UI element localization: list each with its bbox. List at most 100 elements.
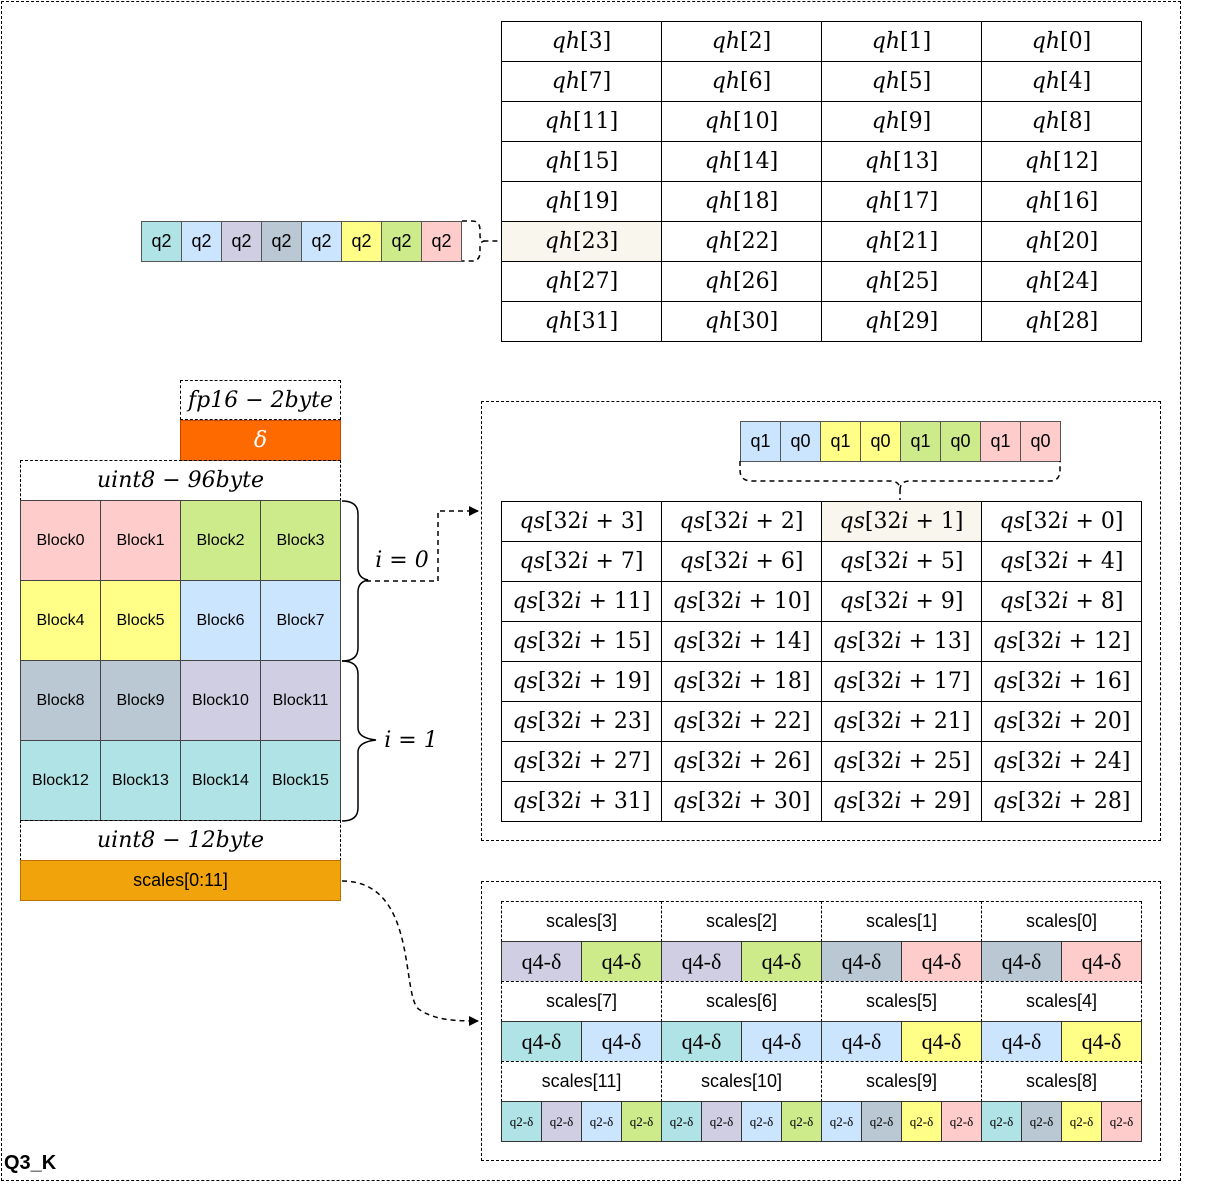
qh-cell: qh[19] bbox=[501, 181, 662, 222]
block-cell: Block9 bbox=[100, 660, 181, 741]
scale-value-cell: q2-δ bbox=[501, 1101, 542, 1142]
qh-cell: qh[22] bbox=[661, 221, 822, 262]
qh-cell: qh[5] bbox=[821, 61, 982, 102]
delta-cell: δ bbox=[180, 420, 341, 461]
qh-cell: qh[30] bbox=[661, 301, 822, 342]
outer-frame bbox=[1, 1, 1181, 1181]
delta-label: δ bbox=[253, 428, 268, 453]
block-cell: Block5 bbox=[100, 580, 181, 661]
scale-value-cell: q2-δ bbox=[1061, 1101, 1102, 1142]
q2-cell: q2 bbox=[221, 221, 262, 262]
qs-cell: qs[32i + 24] bbox=[981, 741, 1142, 782]
block-cell: Block11 bbox=[260, 660, 341, 741]
q-cell: q1 bbox=[820, 421, 861, 462]
scale-value-cell: q2-δ bbox=[901, 1101, 942, 1142]
scales-header: scales[1] bbox=[821, 901, 982, 942]
qs-cell: qs[32i + 20] bbox=[981, 701, 1142, 742]
q2-cell: q2 bbox=[141, 221, 182, 262]
qh-cell: qh[29] bbox=[821, 301, 982, 342]
scales-section-frame bbox=[481, 881, 1161, 1161]
scale-value-cell: q2-δ bbox=[781, 1101, 822, 1142]
qh-cell: qh[0] bbox=[981, 21, 1142, 62]
block-cell: Block7 bbox=[260, 580, 341, 661]
q-cell: q1 bbox=[980, 421, 1021, 462]
qh-cell: qh[14] bbox=[661, 141, 822, 182]
qs-cell: qs[32i + 0] bbox=[981, 501, 1142, 542]
scales-header: scales[8] bbox=[981, 1061, 1142, 1102]
scale-value-cell: q4-δ bbox=[501, 941, 582, 982]
scale-value-cell: q4-δ bbox=[581, 941, 662, 982]
brace-i1 bbox=[341, 660, 377, 822]
scale-value-cell: q4-δ bbox=[581, 1021, 662, 1062]
scale-value-cell: q2-δ bbox=[1021, 1101, 1062, 1142]
qs-cell: qs[32i + 13] bbox=[821, 621, 982, 662]
scale-value-cell: q2-δ bbox=[1101, 1101, 1142, 1142]
scales-header: scales[0] bbox=[981, 901, 1142, 942]
q-cell: q0 bbox=[1020, 421, 1061, 462]
scale-value-cell: q4-δ bbox=[821, 941, 902, 982]
qs-cell: qs[32i + 22] bbox=[661, 701, 822, 742]
qs-cell: qs[32i + 27] bbox=[501, 741, 662, 782]
qs-cell: qs[32i + 8] bbox=[981, 581, 1142, 622]
qs-cell: qs[32i + 6] bbox=[661, 541, 822, 582]
scale-value-cell: q2-δ bbox=[701, 1101, 742, 1142]
qh-cell: qh[25] bbox=[821, 261, 982, 302]
scales-header: scales[11] bbox=[501, 1061, 662, 1102]
q-cell: q1 bbox=[740, 421, 781, 462]
qh-cell: qh[11] bbox=[501, 101, 662, 142]
qh-cell: qh[17] bbox=[821, 181, 982, 222]
scale-value-cell: q2-δ bbox=[741, 1101, 782, 1142]
qh-cell: qh[1] bbox=[821, 21, 982, 62]
block-cell: Block10 bbox=[180, 660, 261, 741]
block-cell: Block12 bbox=[20, 740, 101, 821]
scale-value-cell: q4-δ bbox=[741, 1021, 822, 1062]
qs-cell: qs[32i + 26] bbox=[661, 741, 822, 782]
scale-value-cell: q2-δ bbox=[981, 1101, 1022, 1142]
scale-value-cell: q4-δ bbox=[901, 941, 982, 982]
qh-cell: qh[2] bbox=[661, 21, 822, 62]
q-cell: q1 bbox=[900, 421, 941, 462]
q2-bracket bbox=[462, 220, 500, 262]
qs-section-frame bbox=[481, 401, 1161, 841]
qh-cell: qh[21] bbox=[821, 221, 982, 262]
qs-cell: qs[32i + 18] bbox=[661, 661, 822, 702]
block-cell: Block0 bbox=[20, 500, 101, 581]
qh-cell: qh[26] bbox=[661, 261, 822, 302]
brace-i1-label: i = 1 bbox=[384, 727, 438, 753]
uint8-12-label: uint8 − 12byte bbox=[97, 828, 264, 853]
qs-cell: qs[32i + 17] bbox=[821, 661, 982, 702]
qs-cell: qs[32i + 15] bbox=[501, 621, 662, 662]
diagram-title: Q3_K bbox=[4, 1152, 57, 1174]
qh-cell: qh[23] bbox=[501, 221, 662, 262]
qs-cell: qs[32i + 11] bbox=[501, 581, 662, 622]
block-cell: Block14 bbox=[180, 740, 261, 821]
scale-value-cell: q4-δ bbox=[661, 1021, 742, 1062]
qs-cell: qs[32i + 14] bbox=[661, 621, 822, 662]
block-cell: Block13 bbox=[100, 740, 181, 821]
qs-cell: qs[32i + 4] bbox=[981, 541, 1142, 582]
qs-cell: qs[32i + 28] bbox=[981, 781, 1142, 822]
qh-cell: qh[28] bbox=[981, 301, 1142, 342]
qh-cell: qh[24] bbox=[981, 261, 1142, 302]
arrow-scales bbox=[341, 880, 479, 1026]
qs-cell: qs[32i + 1] bbox=[821, 501, 982, 542]
q2-cell: q2 bbox=[381, 221, 422, 262]
scale-value-cell: q4-δ bbox=[501, 1021, 582, 1062]
qh-cell: qh[31] bbox=[501, 301, 662, 342]
qs-cell: qs[32i + 7] bbox=[501, 541, 662, 582]
q-row-bracket bbox=[739, 461, 1061, 500]
scale-value-cell: q4-δ bbox=[901, 1021, 982, 1062]
scale-value-cell: q2-δ bbox=[581, 1101, 622, 1142]
qs-cell: qs[32i + 19] bbox=[501, 661, 662, 702]
block-cell: Block2 bbox=[180, 500, 261, 581]
qh-cell: qh[12] bbox=[981, 141, 1142, 182]
scale-value-cell: q4-δ bbox=[741, 941, 822, 982]
brace-i0 bbox=[341, 500, 369, 662]
fp16-label: fp16 − 2byte bbox=[187, 387, 333, 413]
qh-cell: qh[10] bbox=[661, 101, 822, 142]
scales-header: scales[10] bbox=[661, 1061, 822, 1102]
scales-cell: scales[0:11] bbox=[20, 860, 341, 901]
fp16-label-box bbox=[180, 380, 341, 420]
qs-cell: qs[32i + 2] bbox=[661, 501, 822, 542]
